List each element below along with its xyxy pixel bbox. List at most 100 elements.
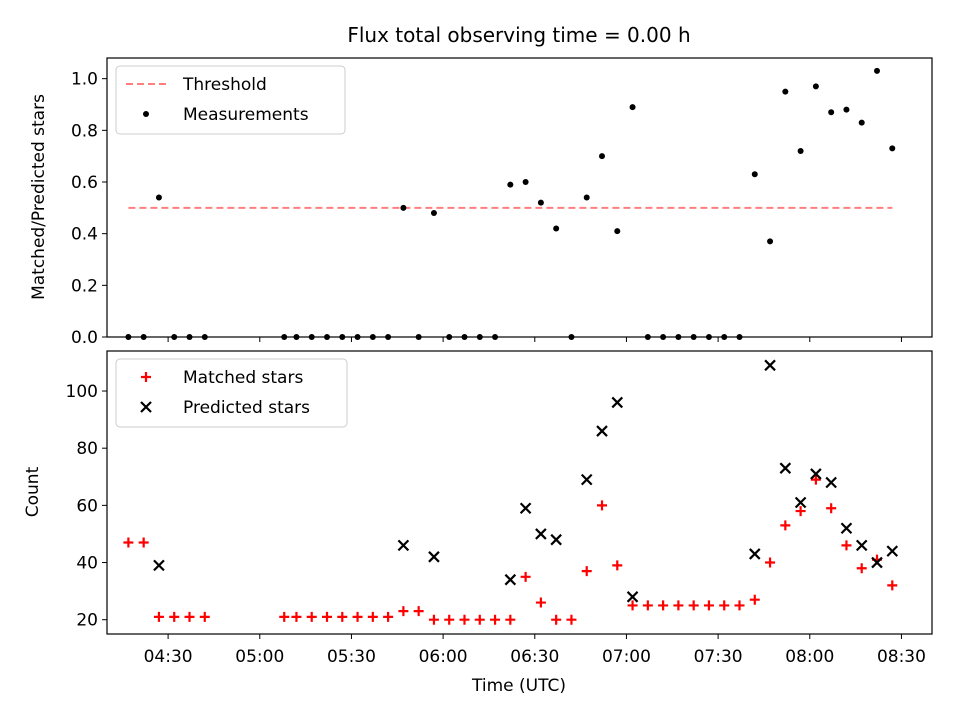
legend-label-0-1: Measurements (183, 105, 309, 125)
y-tick-label-0-4: 0.8 (71, 121, 98, 141)
legend-box-1 (115, 358, 348, 428)
measurement-point (675, 334, 682, 340)
measurement-point (553, 225, 560, 232)
measurement-point (293, 334, 300, 340)
measurement-point (522, 179, 529, 185)
measurement-point (537, 199, 544, 206)
predicted-stars-point (153, 559, 165, 572)
predicted-stars-point (626, 591, 639, 603)
matched-stars-point (810, 474, 821, 485)
measurement-point (430, 210, 437, 216)
predicted-stars-point (794, 496, 807, 509)
measurement-point (874, 67, 880, 74)
y-tick-label-0-5: 1.0 (71, 70, 98, 90)
y-tick-label-0-1: 0.2 (71, 276, 98, 296)
measurement-point (644, 334, 651, 340)
predicted-stars-point (428, 551, 440, 563)
matched-stars-point (367, 611, 378, 622)
bottom-y-axis-label: Count (23, 466, 43, 517)
measurement-point (614, 228, 621, 235)
matched-stars-point (719, 600, 730, 611)
measurement-point (339, 334, 346, 340)
matched-stars-point (627, 600, 638, 611)
measurement-point (751, 171, 758, 178)
matched-stars-point (490, 614, 501, 625)
matched-stars-point (505, 614, 516, 625)
matched-stars-point (765, 557, 776, 568)
matched-stars-point (841, 540, 852, 551)
measurement-point (415, 334, 422, 340)
matched-stars-point (474, 614, 485, 625)
measurement-point (599, 153, 605, 160)
matched-stars-point (566, 614, 577, 625)
predicted-stars-point (886, 545, 899, 557)
legend-predicted-swatch (140, 401, 152, 413)
measurement-point (889, 145, 896, 152)
measurement-point (476, 334, 483, 340)
matched-stars-point (780, 520, 791, 531)
measurement-point (782, 88, 789, 95)
matched-stars-point (535, 597, 546, 608)
x-tick-label-2: 05:30 (327, 647, 376, 667)
matched-stars-point (306, 611, 317, 622)
legend-label-1-0: Matched stars (183, 368, 303, 388)
matched-stars-point (551, 614, 562, 625)
x-tick-label-3: 06:00 (419, 647, 468, 667)
chart-title: Flux total observing time = 0.00 h (347, 23, 690, 47)
measurement-point (308, 334, 315, 340)
measurement-point (858, 119, 865, 126)
measurement-point (155, 194, 162, 201)
y-tick-label-0-2: 0.4 (71, 225, 98, 245)
matched-stars-point (352, 611, 363, 622)
measurement-point (186, 334, 193, 340)
matched-stars-point (688, 600, 699, 611)
matched-stars-point (398, 606, 409, 617)
plot-frame-0 (106, 57, 933, 338)
matched-stars-point (199, 611, 210, 622)
matched-stars-point (184, 611, 195, 622)
matched-stars-point (444, 614, 455, 625)
x-axis-label: Time (UTC) (471, 676, 566, 696)
matched-stars-point (279, 611, 290, 622)
legend-label-1-1: Predicted stars (183, 398, 310, 418)
legend-label-0-0: Threshold (182, 75, 267, 95)
predicted-stars-point (779, 462, 792, 474)
measurement-point (125, 334, 132, 340)
legend-matched-swatch (141, 372, 151, 382)
top-y-axis-label: Matched/Predicted stars (29, 94, 49, 300)
plot-frame-1 (106, 350, 933, 635)
x-tick-label-5: 07:00 (602, 647, 651, 667)
x-tick-label-4: 06:30 (510, 647, 559, 667)
x-tick-label-7: 08:00 (785, 647, 834, 667)
matched-stars-point (749, 594, 760, 605)
measurement-point (400, 204, 407, 211)
matched-stars-point (856, 563, 867, 574)
measurement-point (201, 334, 208, 340)
matched-stars-point (322, 611, 332, 622)
matched-stars-point (428, 614, 439, 625)
measurement-point (843, 106, 850, 113)
y-tick-label-1-1: 40 (76, 554, 98, 574)
measurement-point (507, 181, 514, 188)
matched-stars-point (597, 500, 607, 511)
measurement-point (385, 334, 392, 340)
predicted-stars-point (535, 528, 547, 540)
predicted-stars-point (596, 425, 608, 437)
matched-stars-point (658, 600, 669, 611)
matched-stars-point (123, 537, 134, 548)
matched-stars-point (459, 614, 470, 625)
predicted-stars-point (764, 359, 776, 372)
matched-stars-point (734, 600, 745, 611)
measurement-point (629, 104, 636, 111)
measurement-point (324, 334, 330, 340)
legend-measurement-swatch (143, 111, 149, 117)
predicted-stars-point (871, 556, 883, 569)
matched-stars-point (291, 611, 302, 622)
measurement-point (812, 83, 819, 90)
measurement-point (797, 148, 804, 154)
x-tick-label-8: 08:30 (877, 647, 926, 667)
predicted-stars-point (580, 473, 593, 486)
measurement-point (171, 334, 178, 340)
matched-stars-point (520, 571, 531, 582)
